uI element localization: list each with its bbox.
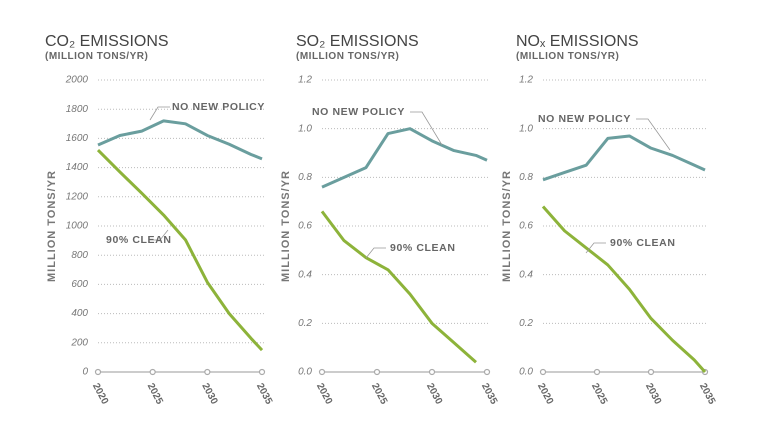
x-tick-label: 2025 <box>589 381 609 406</box>
x-tick-label: 2020 <box>535 381 555 406</box>
y-tick-label: 2000 <box>65 75 89 86</box>
y-axis-label: MILLION TONS/YR <box>501 170 513 282</box>
x-tick-label: 2025 <box>369 381 389 406</box>
y-tick-label: 800 <box>71 250 88 261</box>
y-tick-label: 0.8 <box>298 172 312 183</box>
annotation-leader <box>365 247 386 259</box>
x-tick-label: 2030 <box>199 381 219 406</box>
y-tick-label: 600 <box>71 279 88 290</box>
x-tick-mark <box>149 368 156 376</box>
x-tick-label: 2030 <box>424 381 444 406</box>
y-axis-label: MILLION TONS/YR <box>280 170 292 282</box>
x-tick-mark <box>94 368 102 376</box>
y-tick-label: 1400 <box>66 162 89 173</box>
series-line <box>321 127 488 189</box>
chart-panel: SO₂ EMISSIONS(MILLION TONS/YR) MILLION TO… <box>280 33 499 407</box>
y-tick-label: 0.2 <box>298 318 312 329</box>
x-tick-label: 2035 <box>254 381 274 406</box>
y-tick-label: 1200 <box>66 191 89 202</box>
y-tick-label: 0.8 <box>519 172 533 183</box>
x-tick-mark <box>428 368 436 376</box>
annotation: 90% CLEAN <box>390 242 456 254</box>
y-tick-label: 1.0 <box>519 123 533 134</box>
y-tick-label: 0.2 <box>519 318 533 329</box>
annotation-leader <box>585 242 606 254</box>
x-tick-label: 2020 <box>314 381 334 406</box>
series-line <box>542 134 706 182</box>
annotation-leader <box>410 111 443 146</box>
annotation-leader <box>150 229 169 241</box>
y-tick-label: 0 <box>82 367 88 378</box>
x-tick-label: 2030 <box>643 381 663 406</box>
chart-panel: CO₂ EMISSIONS(MILLION TONS/YR) MILLION TO… <box>45 33 274 407</box>
x-tick-mark <box>593 368 601 376</box>
series-line <box>320 210 477 364</box>
annotation: 90% CLEAN <box>106 234 172 246</box>
x-tick-label: 2020 <box>90 381 110 406</box>
x-tick-mark <box>539 368 547 376</box>
y-tick-label: 0.4 <box>298 269 312 280</box>
chart-subtitle: (MILLION TONS/YR) <box>45 51 148 62</box>
series-line <box>96 149 264 352</box>
y-tick-label: 1000 <box>66 221 89 232</box>
chart-subtitle: (MILLION TONS/YR) <box>296 51 399 62</box>
chart-title: SO₂ EMISSIONS <box>296 33 419 50</box>
x-tick-label: 2035 <box>479 381 499 406</box>
annotation: 90% CLEAN <box>610 237 676 249</box>
x-tick-mark <box>204 368 211 376</box>
y-tick-label: 1800 <box>66 104 89 115</box>
y-tick-label: 1600 <box>66 133 89 144</box>
chart-title: NOₓ EMISSIONS <box>516 33 639 50</box>
y-tick-label: 0.0 <box>298 367 312 378</box>
y-tick-label: 1.2 <box>298 75 312 86</box>
chart-title: CO₂ EMISSIONS <box>45 33 169 50</box>
chart-subtitle: (MILLION TONS/YR) <box>516 51 619 62</box>
y-tick-label: 1.0 <box>298 123 312 134</box>
x-tick-mark <box>373 368 381 376</box>
x-tick-label: 2025 <box>145 381 165 406</box>
x-tick-mark <box>318 368 326 376</box>
annotation-leader <box>636 118 671 151</box>
y-tick-label: 400 <box>71 308 88 319</box>
y-tick-label: 0.4 <box>519 269 533 280</box>
x-tick-label: 2035 <box>697 381 717 406</box>
series-line <box>541 205 707 373</box>
y-tick-label: 0.6 <box>519 221 533 232</box>
chart-panel: NOₓ EMISSIONS(MILLION TONS/YR) MILLION TO… <box>501 33 717 407</box>
annotation: NO NEW POLICY <box>538 113 631 125</box>
series-line <box>97 119 263 161</box>
y-tick-label: 1.2 <box>519 75 533 86</box>
y-tick-label: 200 <box>70 337 88 348</box>
x-tick-mark <box>647 368 655 376</box>
annotation-leader <box>149 106 170 121</box>
annotation: NO NEW POLICY <box>312 106 405 118</box>
x-tick-mark <box>258 368 266 376</box>
y-tick-label: 0.0 <box>519 367 533 378</box>
x-tick-mark <box>483 368 491 376</box>
y-axis-label: MILLION TONS/YR <box>46 170 58 282</box>
y-tick-label: 0.6 <box>298 221 312 232</box>
annotation: NO NEW POLICY <box>172 101 265 113</box>
